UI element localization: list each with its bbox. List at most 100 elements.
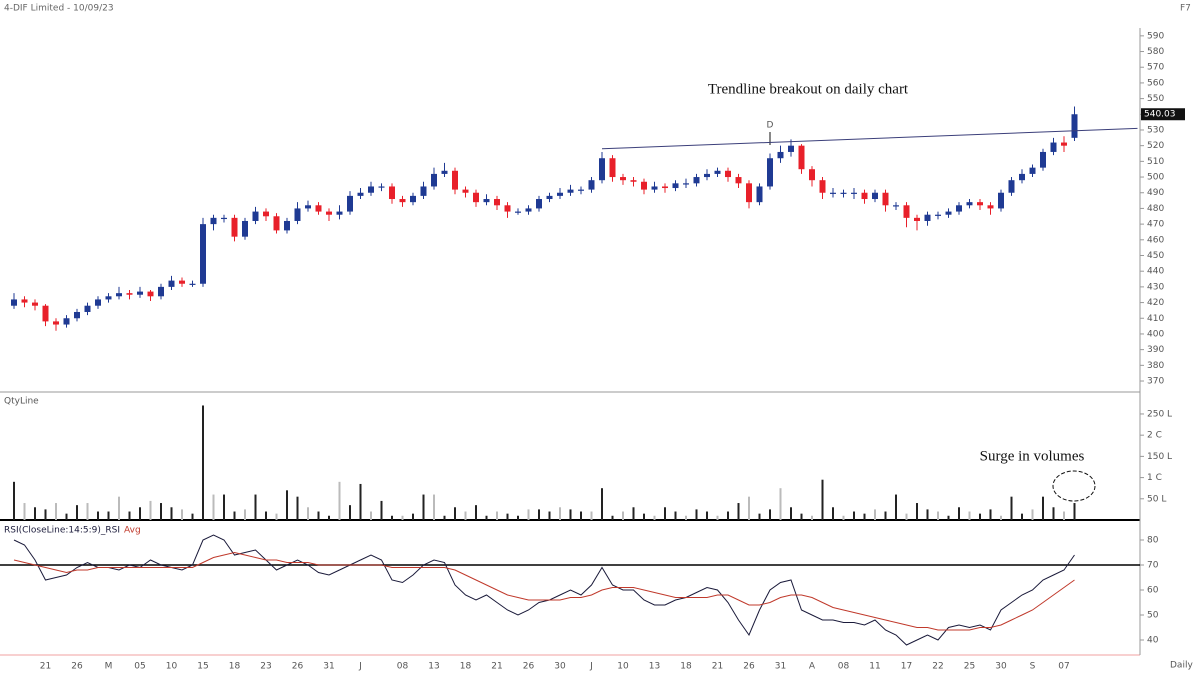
candle-body (378, 186, 385, 188)
volume-bar (874, 509, 876, 520)
volume-bar (464, 511, 467, 520)
candle-body (32, 302, 38, 306)
volume-bar (748, 496, 750, 520)
candle-body (515, 211, 521, 213)
volume-bar (1010, 496, 1013, 520)
volume-bar (695, 509, 698, 520)
x-tick-label: 26 (71, 662, 83, 672)
volume-bar (769, 509, 771, 520)
x-tick-label: 08 (397, 662, 409, 672)
candle-body (683, 183, 689, 185)
y-tick-label: 430 (1147, 282, 1164, 292)
x-tick-label: 31 (775, 662, 786, 672)
candle-body (1050, 142, 1057, 152)
candle-body (368, 186, 374, 193)
candle-body (641, 181, 647, 190)
candle-body (956, 205, 962, 212)
candle-body (63, 318, 70, 325)
y-tick-label: 50 (1147, 611, 1159, 621)
candle-body (777, 151, 784, 159)
candle-body (809, 169, 815, 181)
volume-bar (55, 503, 57, 520)
volume-bar (139, 507, 141, 520)
volume-bar (800, 513, 803, 520)
rsi-line (13, 551, 1075, 631)
candle-body (105, 296, 112, 300)
y-tick-label: 470 (1147, 220, 1164, 230)
x-tick-label: 30 (554, 662, 566, 672)
candle-body (53, 321, 59, 325)
candle-body (536, 199, 542, 209)
candle-body (1061, 142, 1067, 146)
y-tick-label: 490 (1147, 188, 1164, 198)
x-tick-label: 18 (229, 662, 241, 672)
candle-body (651, 186, 658, 190)
legend-label: Avg (124, 526, 141, 536)
candle-body (735, 177, 742, 184)
volume-bar (191, 513, 194, 520)
volume-bar (107, 511, 110, 520)
volume-bar (34, 507, 36, 520)
candle-body (84, 305, 91, 312)
volume-bar (380, 500, 383, 520)
candle-body (74, 311, 80, 319)
y-tick-label: 390 (1147, 345, 1164, 355)
candle-body (977, 202, 983, 206)
candle-body (798, 145, 805, 170)
volume-bar (286, 490, 288, 520)
volume-bar (832, 507, 834, 520)
price-label: 540.03 (1144, 110, 1176, 120)
candle-body (630, 180, 637, 182)
x-tick-label: 10 (617, 662, 629, 672)
volume-bar (968, 511, 971, 520)
candle-body (693, 177, 700, 184)
corner-label: F7 (1180, 4, 1191, 14)
volume-bar (370, 511, 372, 520)
volume-bar (884, 511, 887, 520)
legend-label: RSI(CloseLine:14:5:9)_RSI (4, 526, 120, 536)
x-tick-label: 25 (964, 662, 975, 672)
y-tick-label: 590 (1147, 31, 1164, 41)
y-tick-label: 500 (1147, 173, 1164, 183)
candle-body (137, 291, 143, 295)
candle-body (494, 199, 500, 206)
volume-bar (44, 509, 47, 520)
candle-body (767, 158, 773, 187)
volume-bar (548, 511, 551, 520)
volume-bar (853, 511, 855, 520)
volume-bar (643, 513, 645, 520)
candle-body (389, 186, 395, 200)
x-tick-label: 05 (134, 662, 145, 672)
x-tick-label: A (809, 662, 816, 672)
y-tick-label: 420 (1147, 298, 1164, 308)
x-tick-label: J (358, 662, 362, 672)
candle-body (399, 199, 406, 203)
volume-bar (905, 513, 908, 520)
volume-bar (779, 488, 782, 520)
candle-body (95, 299, 101, 306)
candle-body (704, 173, 710, 178)
candle-body (893, 205, 899, 207)
candle-body (861, 192, 868, 200)
volume-bar (989, 509, 992, 520)
volume-bar (128, 511, 131, 520)
volume-bar (23, 503, 26, 520)
candle-body (221, 217, 227, 220)
y-tick-label: 510 (1147, 157, 1164, 167)
candle-body (1008, 180, 1015, 193)
candle-body (620, 177, 626, 181)
x-tick-label: 26 (292, 662, 304, 672)
volume-bar (97, 511, 99, 520)
volume-bar (349, 505, 351, 520)
x-tick-label: 11 (869, 662, 880, 672)
candle-body (452, 170, 458, 190)
chart-title: 4-DIF Limited - 10/09/23 (4, 4, 114, 14)
volume-bar (916, 503, 918, 520)
y-tick-label: 580 (1147, 47, 1164, 57)
volume-bar (527, 509, 530, 520)
annotation: Trendline breakout on daily chart (708, 81, 909, 97)
candle-body (336, 211, 343, 215)
volume-bar (685, 515, 687, 520)
candle-body (315, 205, 322, 212)
volume-bar (737, 503, 740, 520)
